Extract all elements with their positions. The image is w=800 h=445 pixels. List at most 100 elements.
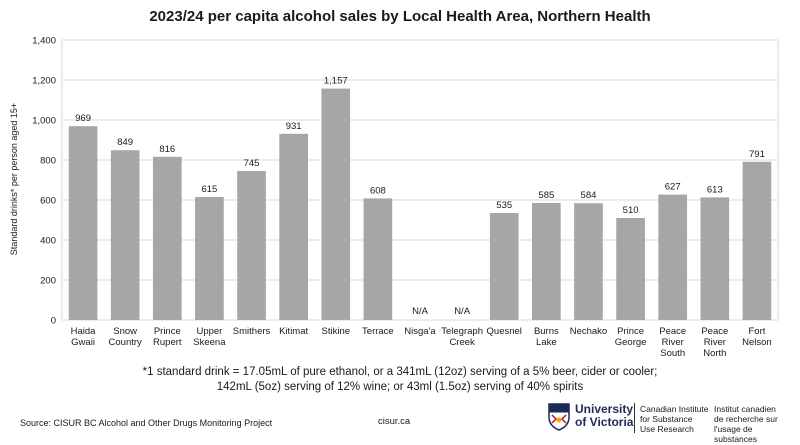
x-tick-label-line: Kitimat — [279, 326, 308, 337]
data-label: 535 — [496, 200, 512, 211]
data-label: N/A — [412, 306, 429, 317]
bar — [321, 88, 351, 320]
bar — [616, 218, 645, 320]
x-tick-label: Fort Nelson — [742, 326, 772, 348]
y-tick-label: 1,200 — [32, 76, 56, 87]
data-label: 613 — [707, 184, 723, 195]
bar — [700, 197, 730, 320]
bar-chart: 0 200 400 600 800 1,000 1,200 1,400 969 Haida Gwai… — [32, 36, 779, 359]
data-label: 627 — [665, 182, 681, 193]
bar — [532, 203, 561, 320]
y-tick-label: 200 — [40, 276, 56, 287]
x-tick-label: Prince George — [615, 326, 647, 348]
footnote: *1 standard drink = 17.05mL of pure etha… — [0, 365, 800, 395]
x-tick-label: Haida Gwaii — [71, 326, 97, 348]
data-label: 791 — [749, 149, 765, 160]
x-tick-label-line: Rupert — [153, 337, 182, 348]
website-text: cisur.ca — [378, 416, 411, 427]
x-tick-label-line: Creek — [449, 337, 475, 348]
data-label: 816 — [159, 144, 175, 155]
x-tick-label-line: Country — [109, 337, 143, 348]
uvic-line-2: of Victoria — [575, 415, 634, 429]
x-tick-label: Prince Rupert — [153, 326, 182, 348]
uvic-shield-icon — [548, 403, 570, 431]
bar — [195, 197, 224, 320]
x-tick-label-line: Nisga'a — [404, 326, 436, 337]
x-tick-label-line: Nelson — [742, 337, 772, 348]
bar — [574, 203, 603, 320]
x-tick-label: Upper Skeena — [193, 326, 226, 348]
footnote-line-2: 142mL (5oz) serving of 12% wine; or 43ml… — [216, 381, 584, 393]
cisur-en-line-1: Canadian Institute — [640, 404, 709, 414]
bar — [489, 213, 519, 320]
bar — [68, 126, 98, 320]
y-tick-label: 800 — [40, 156, 56, 167]
x-tick-label-line: South — [660, 348, 685, 359]
x-tick-label: Nechako — [570, 326, 608, 337]
x-tick-label: Kitimat — [279, 326, 308, 337]
x-tick-label-line: River — [704, 337, 726, 348]
x-tick-label-line: Prince — [154, 326, 181, 337]
x-tick-label-line: Snow — [113, 326, 137, 337]
x-tick-label-line: Telegraph — [441, 326, 483, 337]
data-label: 745 — [244, 158, 260, 169]
bar — [363, 198, 393, 320]
x-tick-label-line: Stikine — [322, 326, 351, 337]
x-tick-label: Telegraph Creek — [441, 326, 483, 348]
data-label: 584 — [581, 190, 597, 201]
x-tick-label: Nisga'a — [404, 326, 436, 337]
x-tick-label: Snow Country — [109, 326, 143, 348]
x-tick-label: Quesnel — [487, 326, 522, 337]
x-tick-label: Peace River South — [659, 326, 686, 359]
x-tick-label: Terrace — [362, 326, 394, 337]
x-tick-label-line: Gwaii — [71, 337, 95, 348]
y-tick-label: 1,000 — [32, 116, 56, 127]
x-tick-label-line: Upper — [196, 326, 222, 337]
logo-divider — [634, 403, 635, 433]
bar — [279, 133, 308, 320]
y-tick-label: 600 — [40, 196, 56, 207]
data-label: 510 — [623, 205, 639, 216]
bar — [152, 156, 182, 320]
uvic-wordmark: University of Victoria — [575, 403, 633, 429]
x-tick-label: Burns Lake — [534, 326, 559, 348]
data-label: 615 — [201, 184, 217, 195]
cisur-english-name: Canadian Institute for Substance Use Res… — [640, 404, 709, 434]
x-tick-label-line: George — [615, 337, 647, 348]
x-tick-label-line: Nechako — [570, 326, 608, 337]
y-tick-label: 400 — [40, 236, 56, 247]
x-tick-label-line: River — [662, 337, 684, 348]
x-tick-label-line: Prince — [617, 326, 644, 337]
cisur-en-line-2: for Substance — [640, 414, 693, 424]
uvic-line-1: University — [575, 402, 634, 416]
x-tick-label-line: Peace — [701, 326, 728, 337]
x-tick-label-line: Terrace — [362, 326, 394, 337]
cisur-fr-line-3: l'usage de substances — [714, 424, 757, 444]
x-tick-label-line: Burns — [534, 326, 559, 337]
y-axis-label: Standard drinks* per person aged 15+ — [9, 102, 19, 256]
cisur-en-line-3: Use Research — [640, 424, 694, 434]
cisur-fr-line-1: Institut canadien — [714, 404, 776, 414]
source-text: Source: CISUR BC Alcohol and Other Drugs… — [20, 418, 273, 428]
bar — [237, 171, 266, 320]
data-label: N/A — [454, 306, 471, 317]
y-tick-label: 1,400 — [32, 36, 56, 47]
x-tick-label: Peace River North — [701, 326, 728, 359]
x-tick-label-line: Fort — [748, 326, 765, 337]
cisur-french-name: Institut canadien de recherche sur l'usa… — [714, 404, 788, 444]
data-label: 849 — [117, 137, 133, 148]
x-tick-label-line: Peace — [659, 326, 686, 337]
bar — [658, 194, 688, 320]
chart-title: 2023/24 per capita alcohol sales by Loca… — [149, 8, 651, 25]
x-tick-label-line: North — [703, 348, 726, 359]
x-tick-label: Smithers — [233, 326, 271, 337]
data-label: 585 — [538, 190, 554, 201]
data-label: 931 — [286, 121, 302, 132]
x-tick-label-line: Haida — [71, 326, 97, 337]
x-tick-label: Stikine — [322, 326, 351, 337]
plot-area — [61, 39, 779, 321]
y-tick-label: 0 — [51, 316, 56, 327]
x-tick-label-line: Smithers — [233, 326, 271, 337]
bar — [110, 150, 140, 320]
data-label: 1,157 — [324, 76, 348, 87]
